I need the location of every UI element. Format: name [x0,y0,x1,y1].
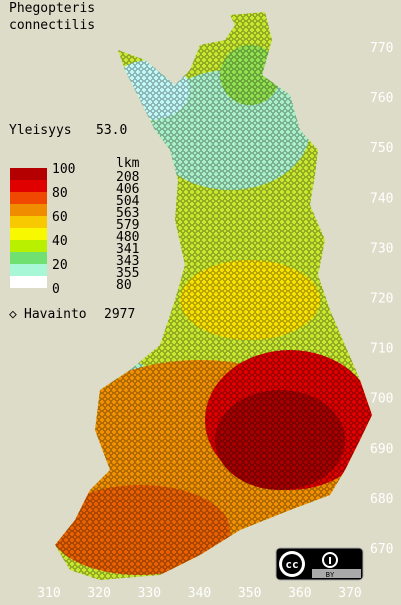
y-coordinate-label: 770 [370,41,393,56]
y-coordinate-label: 670 [370,542,393,557]
legend-swatch [10,228,47,240]
legend-scale-label: 20 [52,258,68,273]
x-coordinate-label: 360 [288,586,311,601]
legend-swatch [10,216,47,228]
x-coordinate-label: 370 [338,586,361,601]
y-coordinate-label: 750 [370,141,393,156]
observations-label: Havainto [24,307,87,322]
x-coordinate-label: 330 [138,586,161,601]
legend-swatch [10,264,47,276]
legend-count: 406 [116,182,139,197]
x-coordinate-label: 310 [37,586,60,601]
legend-scale-label: 100 [52,162,75,177]
by-text: BY [326,571,335,579]
legend-scale-label: 80 [52,186,68,201]
legend-count: 504 [116,194,140,209]
legend-swatch [10,252,47,264]
observations-count: 2977 [104,307,135,322]
legend-swatch [10,192,47,204]
cc-badge: cc BY [275,547,364,581]
y-coordinate-label: 720 [370,292,393,307]
legend-count: 579 [116,218,139,233]
legend-swatch [10,180,47,192]
y-coordinate-label: 730 [370,241,393,256]
cc-text: cc [285,558,298,571]
observations-symbol: ◇ [9,307,17,322]
title-genus: Phegopteris [9,1,95,16]
legend-swatch [10,276,47,288]
frequency-label: Yleisyys [9,123,72,138]
frequency-value: 53.0 [96,123,127,138]
y-coordinate-label: 680 [370,492,393,507]
legend-count: 80 [116,278,132,293]
x-coordinate-label: 340 [188,586,211,601]
legend-count: 208 [116,170,139,185]
legend-swatch [10,204,47,216]
legend-count: 355 [116,266,139,281]
legend-count: 563 [116,206,139,221]
title-species: connectilis [9,18,95,33]
legend-swatch [10,168,47,180]
legend-scale-label: 0 [52,282,60,297]
legend-header: lkm [116,156,140,171]
y-coordinate-label: 710 [370,342,393,357]
legend-swatch [10,240,47,252]
y-coordinate-label: 700 [370,392,393,407]
legend-scale-label: 40 [52,234,68,249]
legend-count: 480 [116,230,139,245]
legend-count: 341 [116,242,139,257]
y-coordinate-label: 690 [370,442,393,457]
legend-count: 343 [116,254,139,269]
y-coordinate-label: 740 [370,191,393,206]
y-coordinate-label: 760 [370,91,393,106]
x-coordinate-label: 320 [87,586,110,601]
legend-scale-label: 60 [52,210,68,225]
x-coordinate-label: 350 [238,586,261,601]
